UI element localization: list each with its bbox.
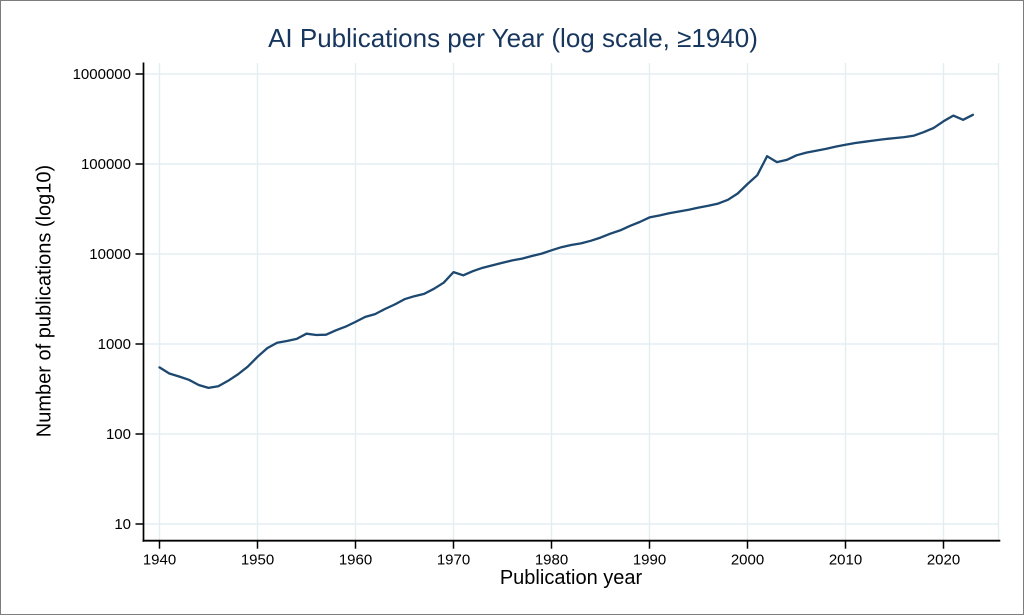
svg-text:2010: 2010	[829, 552, 862, 569]
svg-text:2020: 2020	[927, 552, 960, 569]
svg-text:2000: 2000	[731, 552, 764, 569]
tick-labels: 10 100 1000 10000 100000 1000000 1940 1950 1960 1…	[73, 66, 961, 569]
svg-text:1940: 1940	[143, 552, 176, 569]
svg-text:100: 100	[106, 426, 131, 443]
data-line	[158, 113, 975, 390]
svg-text:1990: 1990	[633, 552, 666, 569]
svg-text:1960: 1960	[339, 552, 372, 569]
gridlines	[143, 63, 1000, 541]
svg-text:10000: 10000	[89, 246, 131, 263]
svg-text:1980: 1980	[535, 552, 568, 569]
svg-text:10: 10	[114, 516, 131, 533]
axes	[135, 62, 1001, 549]
svg-text:1000000: 1000000	[73, 66, 131, 83]
x-axis-title: Publication year	[499, 567, 643, 589]
svg-text:100000: 100000	[81, 156, 131, 173]
svg-text:1970: 1970	[437, 552, 470, 569]
svg-text:1950: 1950	[241, 552, 274, 569]
chart-title: AI Publications per Year (log scale, ≥19…	[268, 23, 758, 53]
svg-text:1000: 1000	[98, 336, 131, 353]
